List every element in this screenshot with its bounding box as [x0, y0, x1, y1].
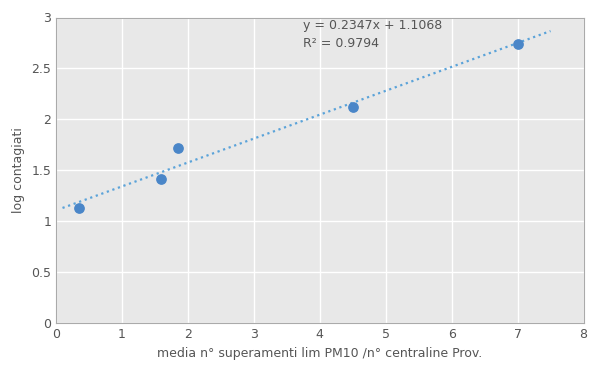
X-axis label: media n° superamenti lim PM10 /n° centraline Prov.: media n° superamenti lim PM10 /n° centra…	[157, 346, 482, 359]
Text: y = 0.2347x + 1.1068
R² = 0.9794: y = 0.2347x + 1.1068 R² = 0.9794	[303, 19, 442, 50]
Point	[157, 176, 166, 182]
Point	[173, 145, 183, 151]
Point	[348, 104, 358, 110]
Point	[513, 41, 523, 47]
Point	[74, 205, 84, 211]
Y-axis label: log contagiati: log contagiati	[13, 127, 25, 213]
